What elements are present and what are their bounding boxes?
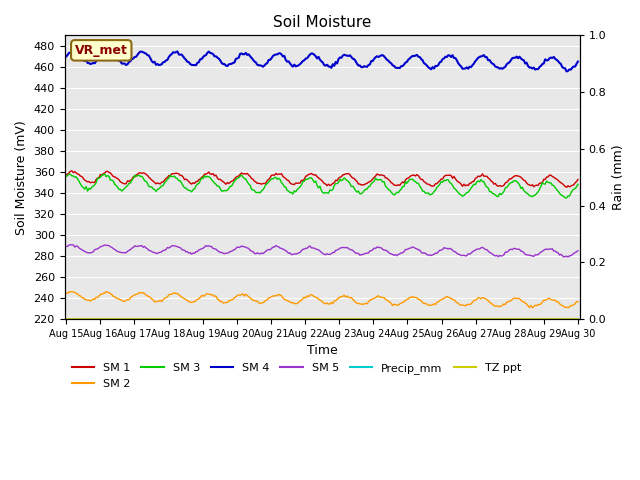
Y-axis label: Soil Moisture (mV): Soil Moisture (mV)	[15, 120, 28, 235]
Y-axis label: Rain (mm): Rain (mm)	[612, 144, 625, 210]
Title: Soil Moisture: Soil Moisture	[273, 15, 371, 30]
Legend: SM 1, SM 2, SM 3, SM 4, SM 5, Precip_mm, TZ ppt: SM 1, SM 2, SM 3, SM 4, SM 5, Precip_mm,…	[67, 359, 525, 393]
X-axis label: Time: Time	[307, 344, 337, 357]
Text: VR_met: VR_met	[75, 44, 128, 57]
